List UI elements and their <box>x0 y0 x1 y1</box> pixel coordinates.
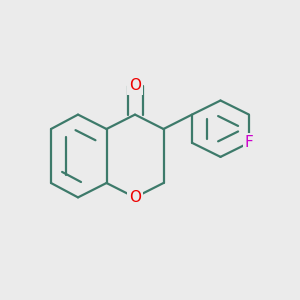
Text: O: O <box>129 78 141 93</box>
Text: F: F <box>244 135 253 150</box>
Text: O: O <box>129 190 141 205</box>
